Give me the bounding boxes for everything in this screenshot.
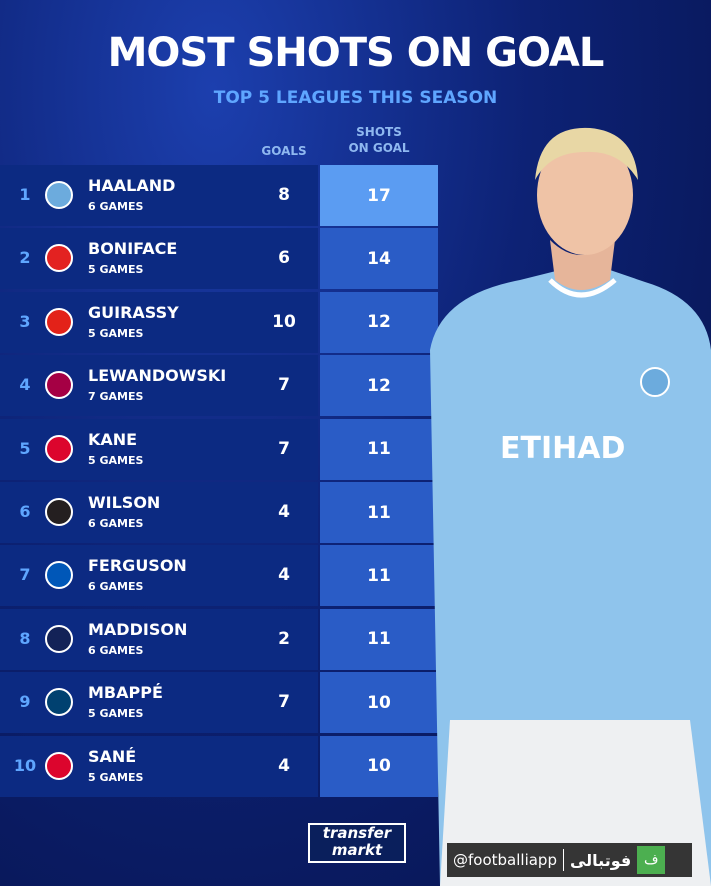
goals-value: 10 (272, 311, 296, 332)
table-row: 8 MADDISON 6 GAMES 2 11 (0, 608, 440, 670)
club-crest-icon (45, 561, 73, 590)
shots-value: 11 (320, 545, 438, 607)
rank: 3 (19, 311, 31, 331)
row-main: 9 MBAPPÉ 5 GAMES 7 (0, 672, 318, 734)
watermark: @footballiapp فوتبالی ف (447, 843, 692, 877)
club-crest-icon (45, 498, 73, 526)
shots-value: 12 (320, 291, 438, 353)
player-name: FERGUSON (88, 556, 187, 576)
shots-value: 14 (320, 228, 438, 290)
watermark-name: فوتبالی (569, 850, 632, 870)
table-row: 4 LEWANDOWSKI 7 GAMES 7 12 (0, 355, 440, 417)
club-crest-icon (45, 688, 73, 717)
rank: 2 (19, 248, 31, 268)
club-crest-icon (45, 307, 73, 336)
rank: 1 (19, 185, 31, 204)
shots-value: 11 (320, 608, 438, 670)
games-played: 5 GAMES (88, 707, 144, 721)
logo-line1: transfer (322, 824, 392, 842)
shots-value: 12 (320, 355, 438, 417)
header-shots-line2: ON GOAL (348, 141, 410, 155)
goals-value: 4 (278, 755, 290, 776)
player-name: GUIRASSY (88, 302, 179, 322)
header-goals: GOALS (261, 144, 307, 158)
player-name: MADDISON (88, 619, 188, 639)
player-name: KANE (88, 429, 138, 449)
row-main: 10 SANÉ 5 GAMES 4 (0, 735, 318, 797)
table-row: 5 KANE 5 GAMES 7 11 (0, 418, 440, 480)
transfermarkt-logo: transfer markt (308, 823, 406, 863)
table-row: 10 SANÉ 5 GAMES 4 10 (0, 735, 440, 797)
games-played: 7 GAMES (88, 390, 144, 404)
goals-value: 8 (278, 185, 290, 205)
games-played: 5 GAMES (88, 770, 144, 784)
player-name: MBAPPÉ (88, 683, 163, 703)
club-crest-icon (45, 181, 73, 209)
footballi-icon: ف (637, 846, 666, 874)
goals-value: 7 (278, 375, 290, 396)
sponsor-text: ETIHAD (500, 431, 625, 466)
table-row: 7 FERGUSON 6 GAMES 4 11 (0, 545, 440, 607)
player-name: SANÉ (88, 746, 137, 766)
row-main: 4 LEWANDOWSKI 7 GAMES 7 (0, 355, 318, 417)
games-played: 5 GAMES (88, 263, 144, 277)
goals-value: 6 (278, 248, 290, 269)
player-name: LEWANDOWSKI (88, 366, 227, 386)
row-main: 7 FERGUSON 6 GAMES 4 (0, 545, 318, 607)
club-crest-icon (45, 371, 73, 400)
shots-value: 10 (320, 735, 438, 797)
goals-value: 4 (278, 502, 290, 522)
club-crest-icon (45, 434, 73, 463)
page-title: MOST SHOTS ON GOAL (107, 30, 605, 76)
games-played: 5 GAMES (88, 326, 144, 340)
goals-value: 7 (278, 438, 290, 459)
shots-value: 11 (320, 418, 438, 480)
player-name: BONIFACE (88, 239, 178, 259)
games-played: 6 GAMES (88, 643, 144, 657)
row-main: 6 WILSON 6 GAMES 4 (0, 482, 318, 543)
games-played: 6 GAMES (88, 200, 144, 213)
row-main: 2 BONIFACE 5 GAMES 6 (0, 228, 318, 290)
games-played: 6 GAMES (88, 517, 144, 530)
club-crest-icon (45, 751, 73, 780)
table-row: 6 WILSON 6 GAMES 4 11 (0, 482, 440, 543)
page-subtitle: TOP 5 LEAGUES THIS SEASON (213, 88, 498, 108)
player-photo: ETIHAD (430, 127, 711, 886)
header-shots-line1: SHOTS (356, 125, 402, 139)
player-name: HAALAND (88, 176, 176, 195)
table-row: 3 GUIRASSY 5 GAMES 10 12 (0, 291, 440, 353)
table-row: 2 BONIFACE 5 GAMES 6 14 (0, 228, 440, 290)
shots-value: 17 (320, 165, 438, 226)
games-played: 6 GAMES (88, 580, 144, 594)
watermark-handle: @footballiapp (453, 851, 557, 869)
goals-value: 7 (278, 692, 290, 713)
rank: 5 (19, 438, 31, 458)
club-crest-icon (45, 624, 73, 653)
shots-value: 11 (320, 482, 438, 543)
rank: 6 (19, 502, 31, 521)
table-row: 9 MBAPPÉ 5 GAMES 7 10 (0, 672, 440, 734)
table-row: 1 HAALAND 6 GAMES 8 17 (0, 165, 440, 226)
games-played: 5 GAMES (88, 453, 144, 467)
rank: 8 (19, 628, 31, 648)
rank: 9 (19, 692, 31, 712)
goals-value: 2 (278, 628, 290, 649)
row-main: 8 MADDISON 6 GAMES 2 (0, 608, 318, 670)
row-main: 1 HAALAND 6 GAMES 8 (0, 165, 318, 226)
rank: 10 (13, 755, 37, 775)
goals-value: 4 (278, 565, 290, 586)
rank: 4 (19, 375, 31, 395)
rank: 7 (19, 565, 31, 585)
row-main: 5 KANE 5 GAMES 7 (0, 418, 318, 480)
player-name: WILSON (88, 493, 161, 512)
watermark-divider (562, 849, 564, 871)
shots-value: 10 (320, 672, 438, 734)
row-main: 3 GUIRASSY 5 GAMES 10 (0, 291, 318, 353)
logo-line2: markt (331, 841, 383, 859)
club-crest-icon (45, 244, 73, 273)
header-shots: SHOTS ON GOAL (320, 124, 438, 156)
